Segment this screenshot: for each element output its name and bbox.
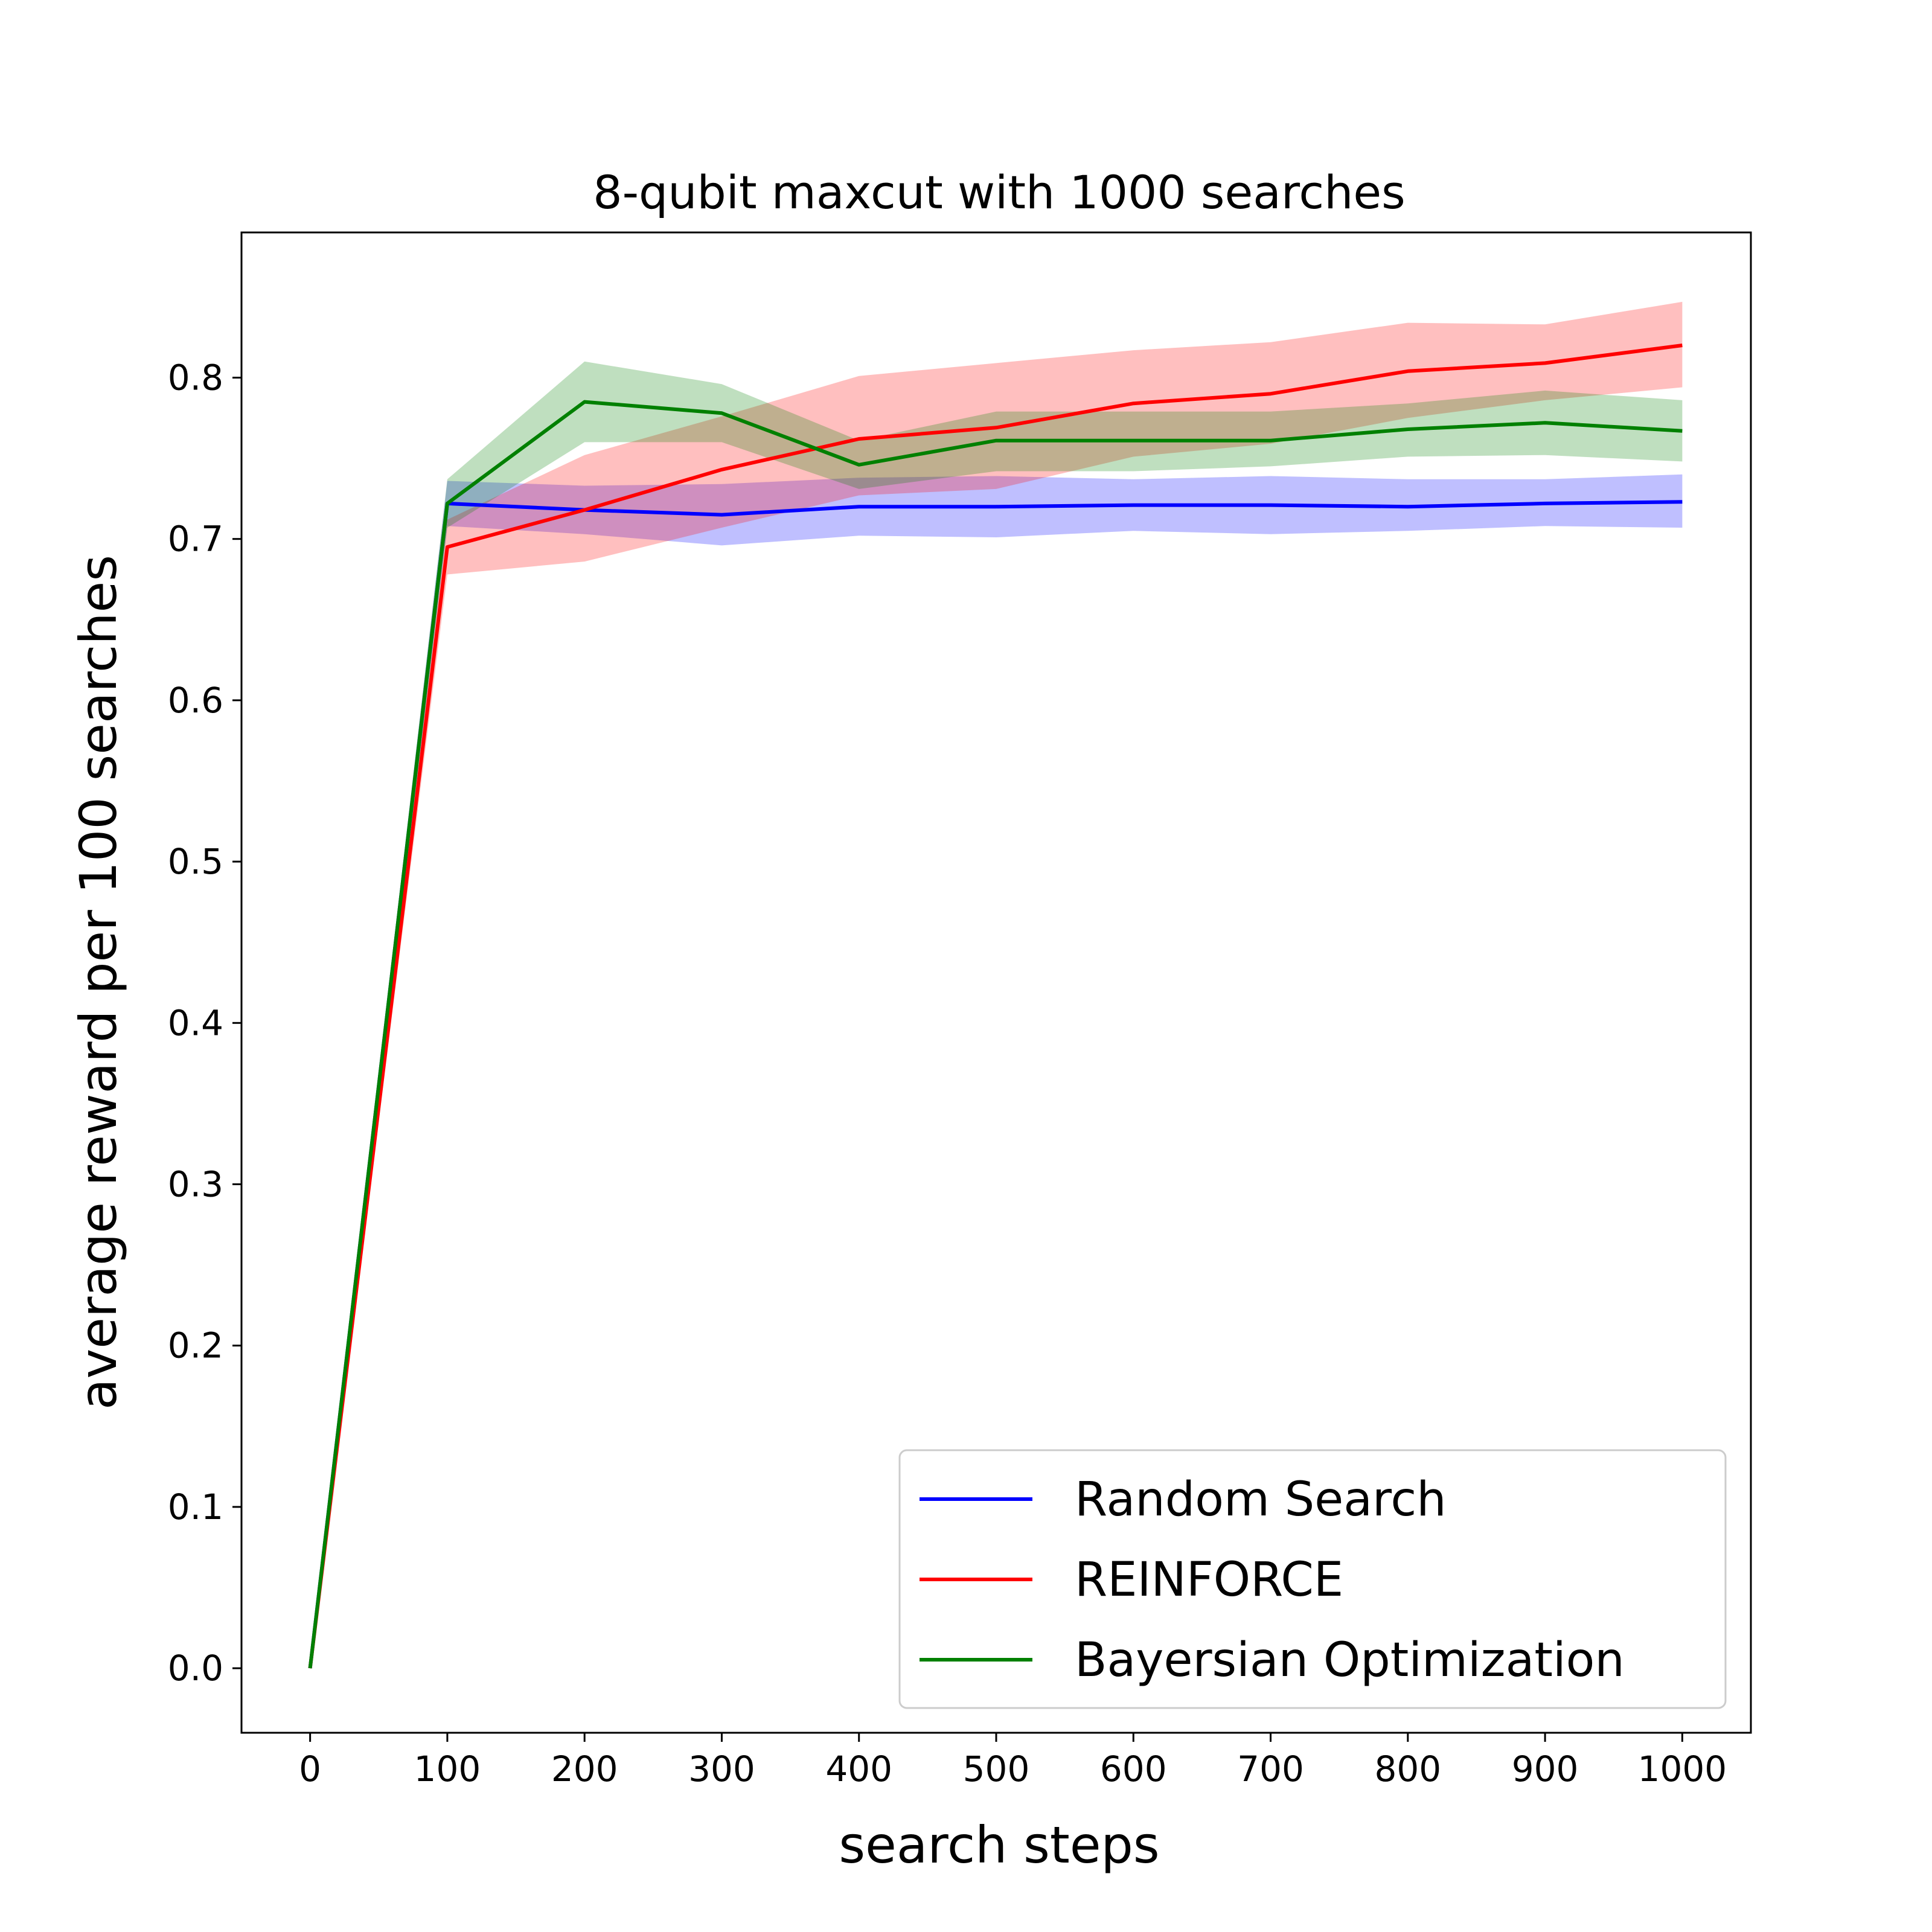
y-tick-label: 0.0 xyxy=(168,1648,223,1689)
y-axis: 0.0 0.1 0.2 0.3 0.4 0.5 0.6 0.7 0.8 xyxy=(168,357,242,1689)
x-tick-label: 600 xyxy=(1100,1748,1167,1790)
x-tick-label: 300 xyxy=(688,1748,755,1790)
x-axis-title: search steps xyxy=(839,1815,1159,1875)
line-bayersian-optimization xyxy=(308,400,1683,1669)
y-tick-label: 0.8 xyxy=(168,357,223,398)
y-tick-label: 0.2 xyxy=(168,1325,223,1366)
legend-label-random-search: Random Search xyxy=(1075,1473,1447,1527)
y-tick-label: 0.7 xyxy=(168,519,223,560)
y-axis-title: average reward per 100 searches xyxy=(69,555,128,1410)
x-tick-label: 400 xyxy=(825,1748,892,1790)
x-tick-label: 0 xyxy=(299,1748,321,1790)
x-tick-label: 500 xyxy=(963,1748,1030,1790)
y-tick-label: 0.1 xyxy=(168,1486,223,1527)
x-tick-label: 100 xyxy=(414,1748,481,1790)
legend-box xyxy=(898,1449,1727,1709)
confidence-bands xyxy=(310,301,1683,1669)
x-axis: 0 100 200 300 400 500 600 700 800 900 1000 xyxy=(299,1733,1727,1790)
y-tick-label: 0.3 xyxy=(168,1164,223,1205)
x-tick-label: 900 xyxy=(1512,1748,1579,1790)
band-bayersian-optimization xyxy=(310,361,1683,1669)
legend-label-reinforce: REINFORCE xyxy=(1075,1553,1343,1607)
x-tick-label: 700 xyxy=(1237,1748,1304,1790)
x-tick-label: 800 xyxy=(1374,1748,1441,1790)
y-tick-label: 0.4 xyxy=(168,1002,223,1043)
y-tick-label: 0.5 xyxy=(168,841,223,882)
legend-label-bayersian-optimization: Bayersian Optimization xyxy=(1075,1633,1625,1687)
line-random-search xyxy=(308,500,1683,1669)
y-tick-label: 0.6 xyxy=(168,680,223,721)
chart-title: 8-qubit maxcut with 1000 searches xyxy=(593,165,1405,219)
x-tick-label: 200 xyxy=(551,1748,618,1790)
line-reinforce xyxy=(308,344,1683,1669)
x-tick-label: 1000 xyxy=(1638,1748,1727,1790)
series-lines xyxy=(308,344,1683,1669)
legend: Random Search REINFORCE Bayersian Optimiza… xyxy=(898,1449,1727,1709)
